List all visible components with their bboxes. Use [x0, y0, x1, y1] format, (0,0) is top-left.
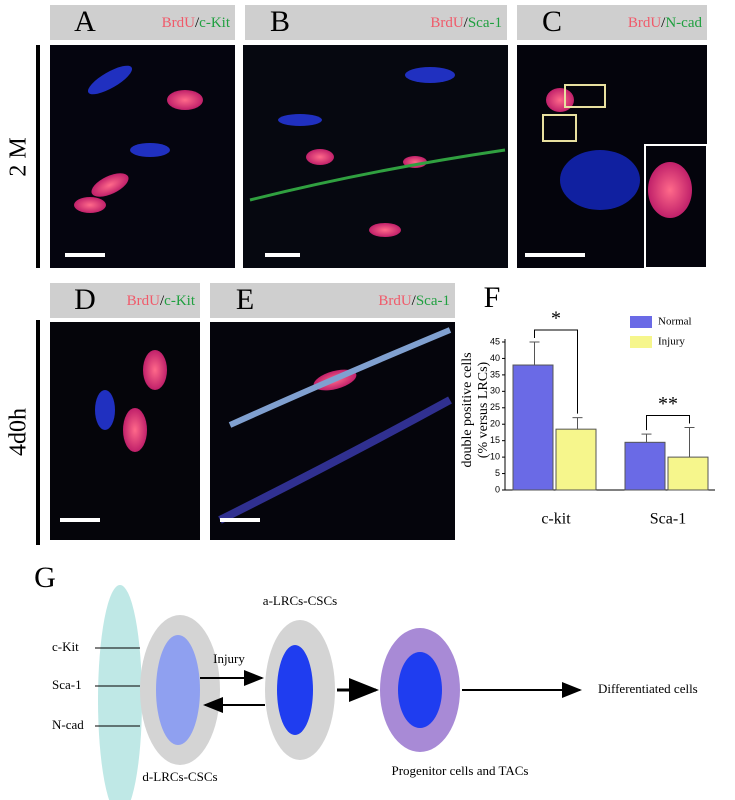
node-label: d-LRCs-CSCs [142, 769, 217, 784]
panel-stain: BrdU/c-Kit [162, 15, 231, 31]
panel-letter: D [74, 283, 96, 316]
diagram [95, 585, 582, 800]
edge-label: Injury [213, 651, 245, 666]
panel-header [210, 283, 455, 318]
scale-bars [60, 253, 585, 522]
panel-stain: BrdU/N-cad [628, 15, 703, 31]
panel-stain: BrdU/Sca-1 [378, 293, 450, 309]
x-tick-label: Sca-1 [650, 511, 686, 528]
panel-stain: BrdU/Sca-1 [430, 15, 502, 31]
marker-label: N-cad [52, 717, 84, 732]
y-tick-label: 35 [490, 369, 500, 379]
stain: Sca-1 [468, 15, 502, 31]
stain: c-Kit [199, 15, 231, 31]
y-tick-label: 25 [490, 402, 500, 412]
stain-sep: / [160, 293, 165, 309]
y-axis-label: double positive cells [460, 352, 475, 467]
legend-swatch [630, 336, 652, 348]
legend-label: Injury [658, 336, 685, 348]
stain: BrdU [378, 293, 412, 309]
stain: Sca-1 [416, 293, 450, 309]
panel-header [245, 5, 507, 40]
bar [667, 456, 709, 491]
node-label: Progenitor cells and TACs [391, 763, 528, 778]
y-tick-label: 10 [490, 451, 500, 461]
bar [512, 364, 554, 491]
stain: N-cad [665, 15, 702, 31]
stain: c-Kit [164, 293, 196, 309]
significance-bracket [534, 329, 578, 414]
stain-sep: / [661, 15, 666, 31]
y-axis-label: (% versus LRCs) [476, 361, 491, 458]
marker-label: c-Kit [52, 639, 79, 654]
panel-letter: C [542, 5, 562, 38]
y-tick-label: 0 [495, 484, 500, 494]
stain-sep: / [464, 15, 469, 31]
stain: BrdU [162, 15, 196, 31]
y-tick-label: 40 [490, 353, 500, 363]
y-tick-label: 5 [495, 468, 500, 478]
legend-swatch [630, 316, 652, 328]
node-label: a-LRCs-CSCs [263, 593, 337, 608]
significance: ** [658, 393, 678, 415]
significance-bracket [646, 415, 690, 431]
stain: BrdU [127, 293, 161, 309]
marker-label: Sca-1 [52, 677, 82, 692]
node-label: Differentiated cells [598, 681, 698, 696]
x-tick-label: c-kit [541, 511, 571, 528]
y-tick-label: 20 [490, 419, 500, 429]
panel-letter: G [34, 561, 56, 594]
panel-letter: B [270, 5, 290, 38]
legend-label: Normal [658, 316, 692, 328]
y-tick-label: 15 [490, 435, 500, 445]
panel-letter: A [74, 5, 96, 38]
significance: * [551, 308, 561, 330]
stain: BrdU [430, 15, 464, 31]
panel-letter: E [236, 283, 254, 316]
panel-header [517, 5, 707, 40]
micrographs [50, 45, 708, 540]
y-tick-label: 45 [490, 336, 500, 346]
stain: BrdU [628, 15, 662, 31]
panel-stain: BrdU/c-Kit [127, 293, 196, 309]
y-tick-label: 30 [490, 386, 500, 396]
panel-header [50, 5, 235, 40]
panel-letter: F [484, 281, 501, 314]
panel-header [50, 283, 200, 318]
bar [624, 441, 666, 491]
stain-sep: / [412, 293, 417, 309]
row-label: 2 M [6, 137, 32, 176]
row-label: 4d0h [6, 408, 32, 456]
stain-sep: / [195, 15, 200, 31]
bar [555, 428, 597, 491]
